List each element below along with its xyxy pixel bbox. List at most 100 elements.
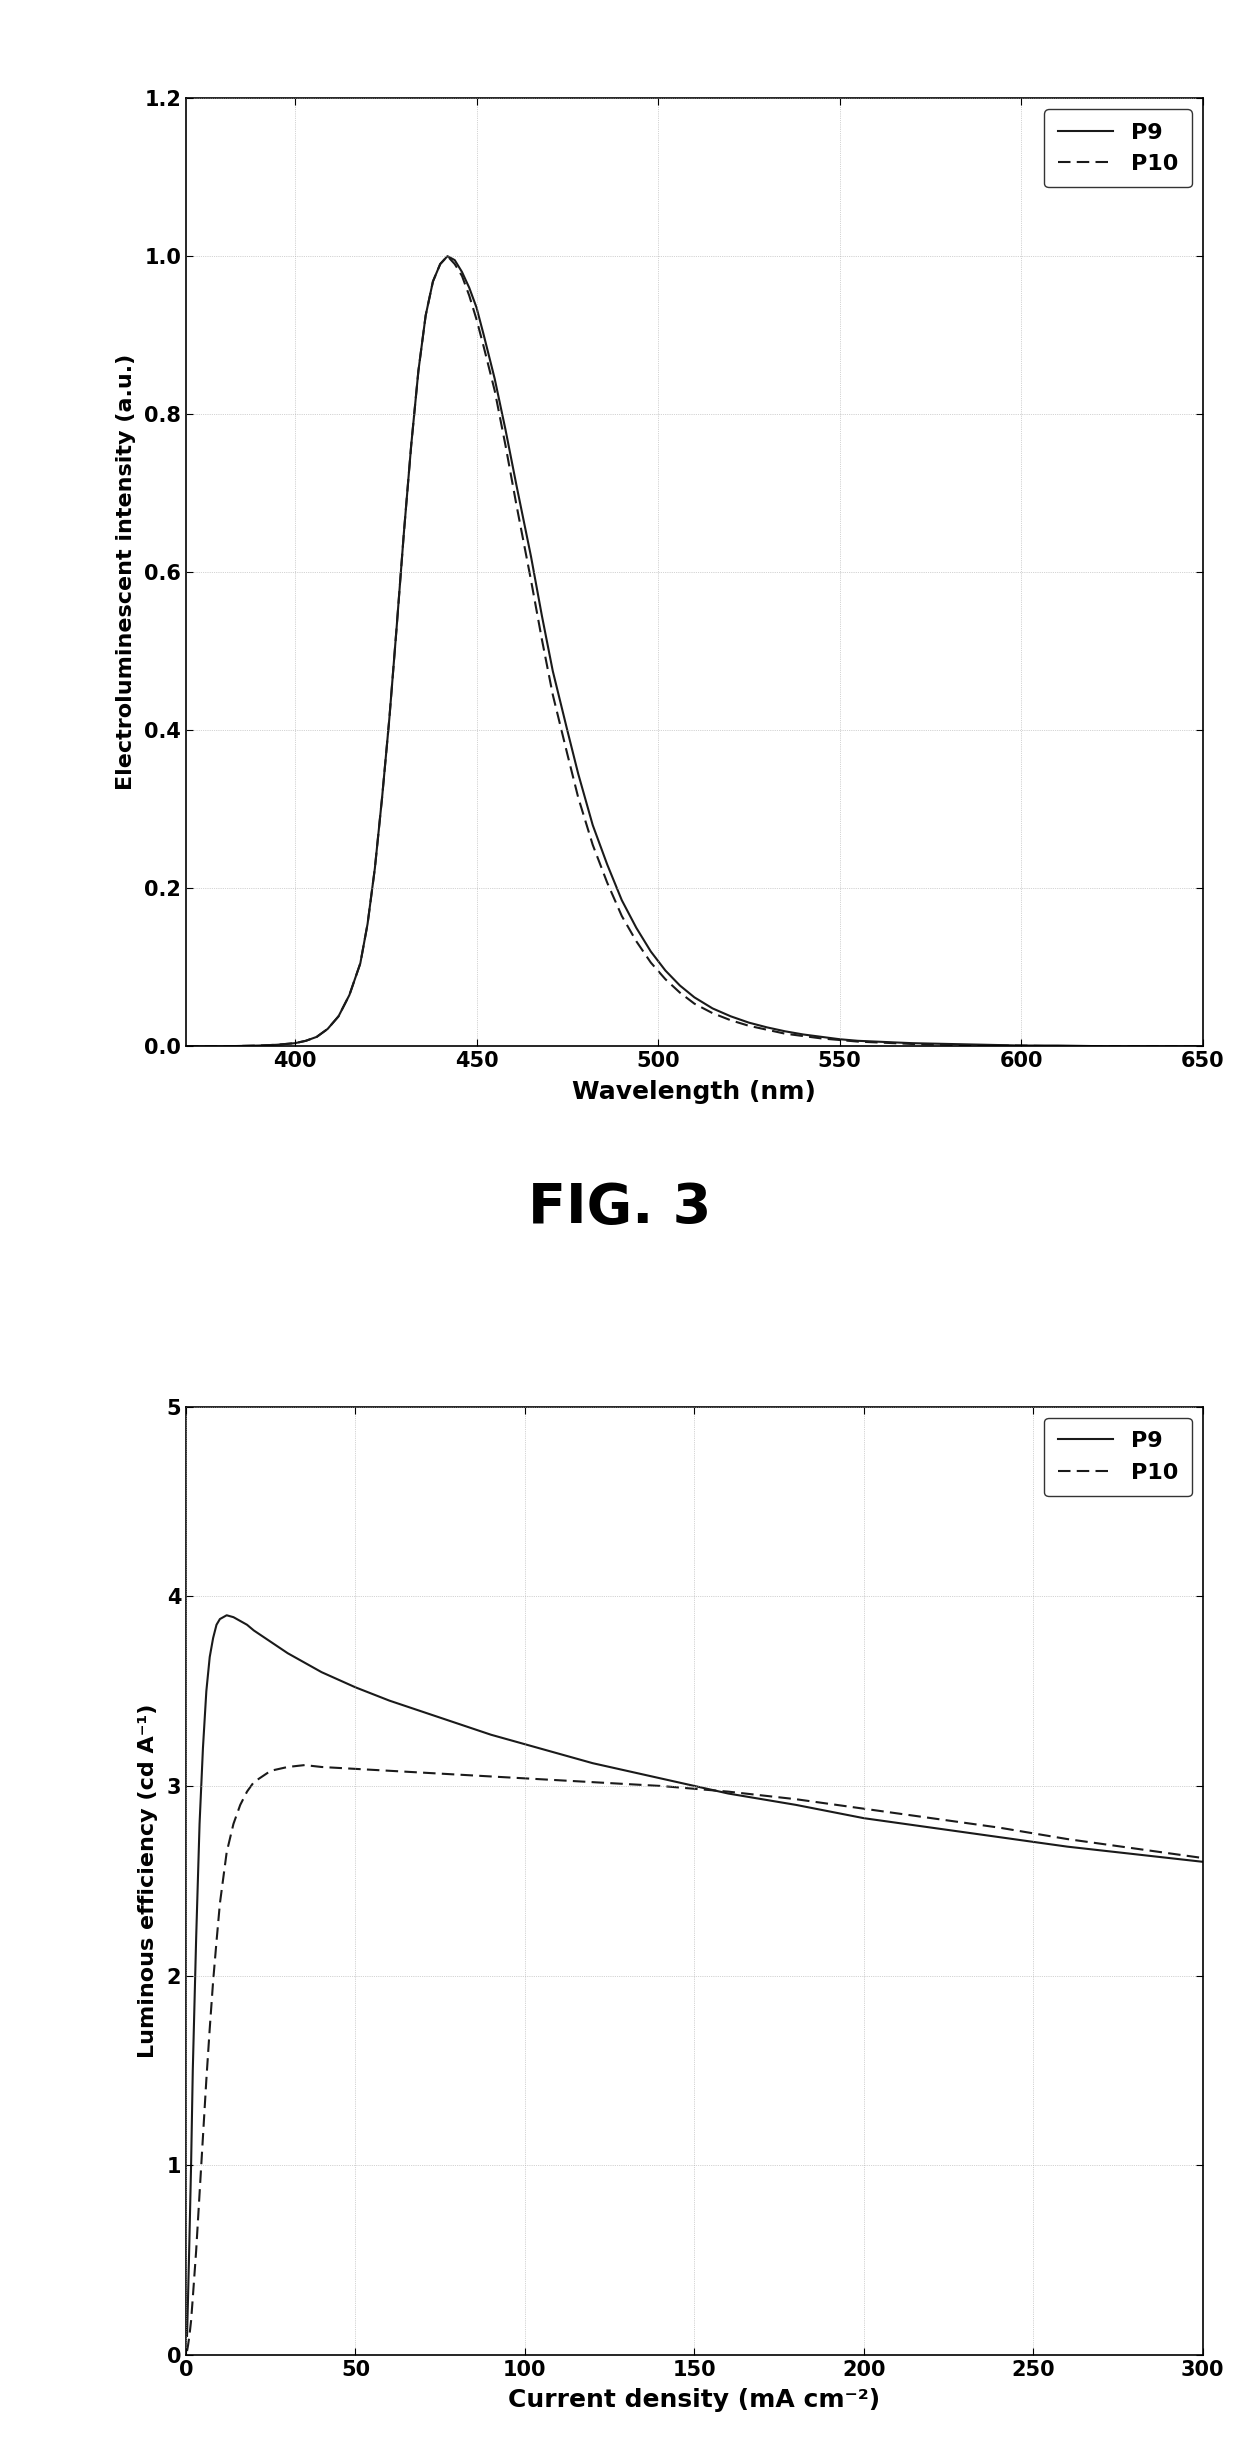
P9 xyxy=(1195,1033,1210,1062)
P10 xyxy=(188,2235,203,2264)
P9 xyxy=(198,1675,213,1705)
P10 xyxy=(450,1759,465,1788)
P9 xyxy=(185,2056,200,2085)
P9 xyxy=(484,1720,498,1749)
P10 xyxy=(367,854,382,883)
P9 xyxy=(247,1617,262,1646)
P9 xyxy=(188,1923,203,1953)
P9 xyxy=(905,1028,920,1057)
P10 xyxy=(905,1030,920,1060)
P9 xyxy=(219,1599,234,1629)
P9 xyxy=(450,1710,465,1739)
P10 xyxy=(185,2284,200,2313)
P10 xyxy=(219,1837,234,1867)
P9 xyxy=(202,1641,217,1670)
P10 xyxy=(196,2122,211,2151)
P9 xyxy=(298,1648,312,1678)
P10 xyxy=(585,1769,600,1798)
P10 xyxy=(924,1803,939,1832)
P10 xyxy=(206,1967,221,1997)
P10 xyxy=(202,2014,217,2043)
P9 xyxy=(212,1604,227,1634)
P9 xyxy=(1195,1847,1210,1877)
P10 xyxy=(523,564,538,594)
P10 xyxy=(226,1810,241,1840)
P10 xyxy=(1127,1835,1142,1864)
P10 xyxy=(192,2178,207,2208)
P9 xyxy=(299,1025,314,1055)
P9 xyxy=(924,1813,939,1842)
P10 xyxy=(348,1754,363,1783)
P10 xyxy=(198,2065,213,2095)
P10 xyxy=(1195,1842,1210,1872)
P9 xyxy=(1127,1840,1142,1869)
Line: P10: P10 xyxy=(187,1766,1203,2350)
P9 xyxy=(857,1803,872,1832)
Y-axis label: Electroluminescent intensity (a.u.): Electroluminescent intensity (a.u.) xyxy=(115,353,136,790)
P10 xyxy=(247,1769,262,1798)
P10 xyxy=(263,1756,278,1786)
P9 xyxy=(440,240,455,270)
P9 xyxy=(789,1791,804,1820)
P9 xyxy=(196,1734,211,1764)
P10 xyxy=(484,1761,498,1791)
P9 xyxy=(517,1729,532,1759)
P10 xyxy=(1060,1825,1075,1854)
P10 xyxy=(179,1033,193,1062)
P9 xyxy=(184,2151,198,2181)
P9 xyxy=(233,1607,248,1636)
P9 xyxy=(348,1673,363,1702)
P9 xyxy=(206,1624,221,1653)
P10 xyxy=(517,1764,532,1793)
X-axis label: Wavelength (nm): Wavelength (nm) xyxy=(573,1079,816,1104)
P9 xyxy=(239,1609,254,1639)
P9 xyxy=(180,2321,195,2350)
P9 xyxy=(181,2284,196,2313)
Legend: P9, P10: P9, P10 xyxy=(1044,110,1192,186)
P9 xyxy=(585,1749,600,1778)
P10 xyxy=(181,2330,196,2360)
P10 xyxy=(184,2306,198,2335)
P10 xyxy=(280,1751,295,1781)
Line: P9: P9 xyxy=(187,1614,1203,2335)
P10 xyxy=(397,518,412,547)
P9 xyxy=(210,1609,224,1639)
P10 xyxy=(857,1793,872,1823)
P9 xyxy=(182,2227,197,2257)
P9 xyxy=(992,1823,1007,1852)
P9 xyxy=(192,1810,207,1840)
P9 xyxy=(263,1626,278,1656)
P10 xyxy=(233,1791,248,1820)
P9 xyxy=(367,854,382,883)
Line: P9: P9 xyxy=(186,255,1203,1047)
P10 xyxy=(789,1783,804,1813)
P10 xyxy=(298,1751,312,1781)
Legend: P9, P10: P9, P10 xyxy=(1044,1418,1192,1496)
P9 xyxy=(179,1033,193,1062)
P10 xyxy=(314,1751,329,1781)
P10 xyxy=(653,1771,668,1801)
P9 xyxy=(397,518,412,547)
Y-axis label: Luminous efficiency (cd A⁻¹): Luminous efficiency (cd A⁻¹) xyxy=(138,1702,159,2058)
P9 xyxy=(523,542,538,572)
P10 xyxy=(720,1776,735,1805)
P9 xyxy=(226,1602,241,1631)
P9 xyxy=(1060,1832,1075,1862)
P9 xyxy=(382,1685,397,1715)
P10 xyxy=(299,1025,314,1055)
P10 xyxy=(239,1776,254,1805)
P9 xyxy=(720,1778,735,1808)
Text: FIG. 3: FIG. 3 xyxy=(528,1182,712,1236)
P10 xyxy=(212,1889,227,1918)
Line: P10: P10 xyxy=(186,255,1203,1047)
P10 xyxy=(992,1813,1007,1842)
P10 xyxy=(614,900,629,930)
P10 xyxy=(180,2335,195,2365)
P10 xyxy=(440,240,455,270)
P10 xyxy=(415,1759,430,1788)
P9 xyxy=(415,1697,430,1727)
P9 xyxy=(314,1658,329,1688)
P9 xyxy=(653,1764,668,1793)
P10 xyxy=(210,1926,224,1955)
X-axis label: Current density (mA cm⁻²): Current density (mA cm⁻²) xyxy=(508,2389,880,2411)
